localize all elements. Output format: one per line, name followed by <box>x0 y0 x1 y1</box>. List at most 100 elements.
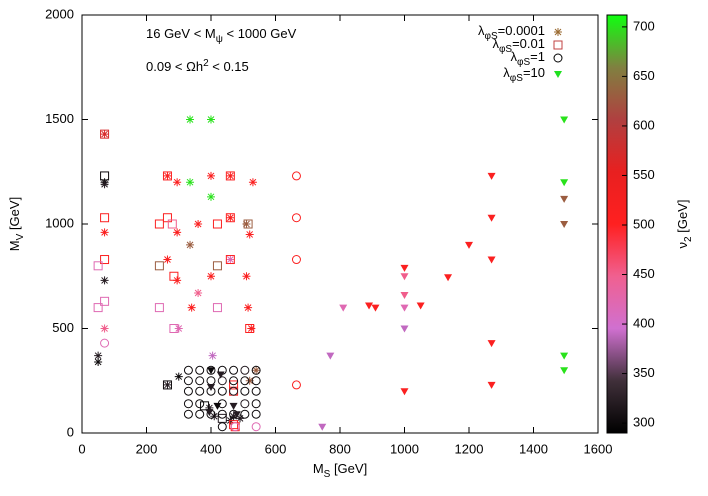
point <box>183 386 193 396</box>
point <box>229 402 238 410</box>
point <box>400 388 409 396</box>
point <box>207 384 215 392</box>
colorbar-tick-label: 550 <box>633 167 655 182</box>
legend-label: λφS=1 <box>511 49 545 67</box>
point <box>560 367 569 375</box>
point <box>217 409 227 419</box>
point <box>252 366 261 375</box>
point <box>229 386 239 396</box>
point <box>242 220 251 228</box>
point <box>173 228 182 237</box>
point <box>487 256 496 264</box>
colorbar-tick-label: 500 <box>633 216 655 231</box>
point <box>560 116 569 124</box>
x-tick-label: 0 <box>78 441 85 456</box>
x-tick-label: 1400 <box>519 441 548 456</box>
point <box>217 422 227 432</box>
point <box>240 409 250 419</box>
point <box>251 386 261 396</box>
point <box>217 376 227 386</box>
point <box>245 376 254 385</box>
point <box>93 261 103 271</box>
annotation: 0.09 < Ωh2 < 0.15 <box>146 58 249 75</box>
x-tick-label: 600 <box>265 441 287 456</box>
point <box>183 399 193 409</box>
point <box>400 304 409 312</box>
y-tick-label: 2000 <box>45 6 74 21</box>
point <box>174 324 183 333</box>
colorbar-tick-label: 300 <box>633 415 655 430</box>
point <box>444 274 453 282</box>
point <box>100 228 109 237</box>
point <box>100 255 110 265</box>
x-tick-label: 1000 <box>390 441 419 456</box>
legend-label: λφS=10 <box>503 65 545 83</box>
point <box>251 422 261 432</box>
point <box>205 403 214 412</box>
point <box>487 340 496 348</box>
point <box>195 376 205 386</box>
colorbar-tick-label: 700 <box>633 18 655 33</box>
x-tick-label: 1200 <box>455 441 484 456</box>
point <box>212 219 222 229</box>
point <box>291 380 301 390</box>
point <box>251 399 261 409</box>
colorbar-tick-label: 350 <box>633 365 655 380</box>
x-axis-label: MS [GeV] <box>313 461 367 479</box>
point <box>400 273 409 281</box>
point <box>173 178 182 187</box>
point <box>236 414 245 423</box>
point <box>487 381 496 389</box>
point <box>560 179 569 187</box>
point <box>100 296 110 306</box>
point <box>207 272 215 281</box>
point <box>232 411 241 419</box>
point <box>318 423 327 431</box>
point <box>100 338 110 348</box>
point <box>291 213 301 223</box>
point <box>100 180 109 189</box>
point <box>205 409 214 417</box>
point <box>251 376 261 386</box>
point <box>100 130 109 139</box>
point <box>326 352 335 360</box>
legend-label: λφS=0.01 <box>492 36 545 54</box>
point <box>229 380 239 390</box>
point <box>213 402 222 410</box>
point <box>200 401 210 411</box>
point <box>240 376 250 386</box>
point <box>251 365 261 375</box>
point <box>100 129 110 139</box>
point <box>291 171 301 181</box>
point <box>217 386 227 396</box>
point <box>212 303 222 313</box>
point <box>248 178 257 187</box>
point <box>207 171 215 180</box>
point <box>186 178 195 187</box>
point <box>400 292 409 300</box>
point <box>560 352 569 360</box>
point <box>154 261 164 271</box>
point <box>230 422 240 432</box>
point <box>100 324 109 333</box>
x-tick-label: 1600 <box>584 441 613 456</box>
point <box>229 365 239 375</box>
point <box>247 324 256 333</box>
point <box>560 221 569 228</box>
point <box>242 272 251 281</box>
point <box>183 409 193 419</box>
point <box>291 255 301 265</box>
point <box>194 220 203 228</box>
x-tick-label: 200 <box>136 441 158 456</box>
colorbar-label: ν2 [GeV] <box>675 200 693 249</box>
point <box>186 240 195 249</box>
point <box>240 399 250 409</box>
colorbar-tick-label: 600 <box>633 117 655 132</box>
point <box>154 303 164 313</box>
annotation: 16 GeV < Mψ < 1000 GeV <box>146 26 297 44</box>
y-tick-label: 1000 <box>45 215 74 230</box>
point <box>94 357 103 366</box>
point <box>154 219 164 229</box>
point <box>195 409 205 419</box>
